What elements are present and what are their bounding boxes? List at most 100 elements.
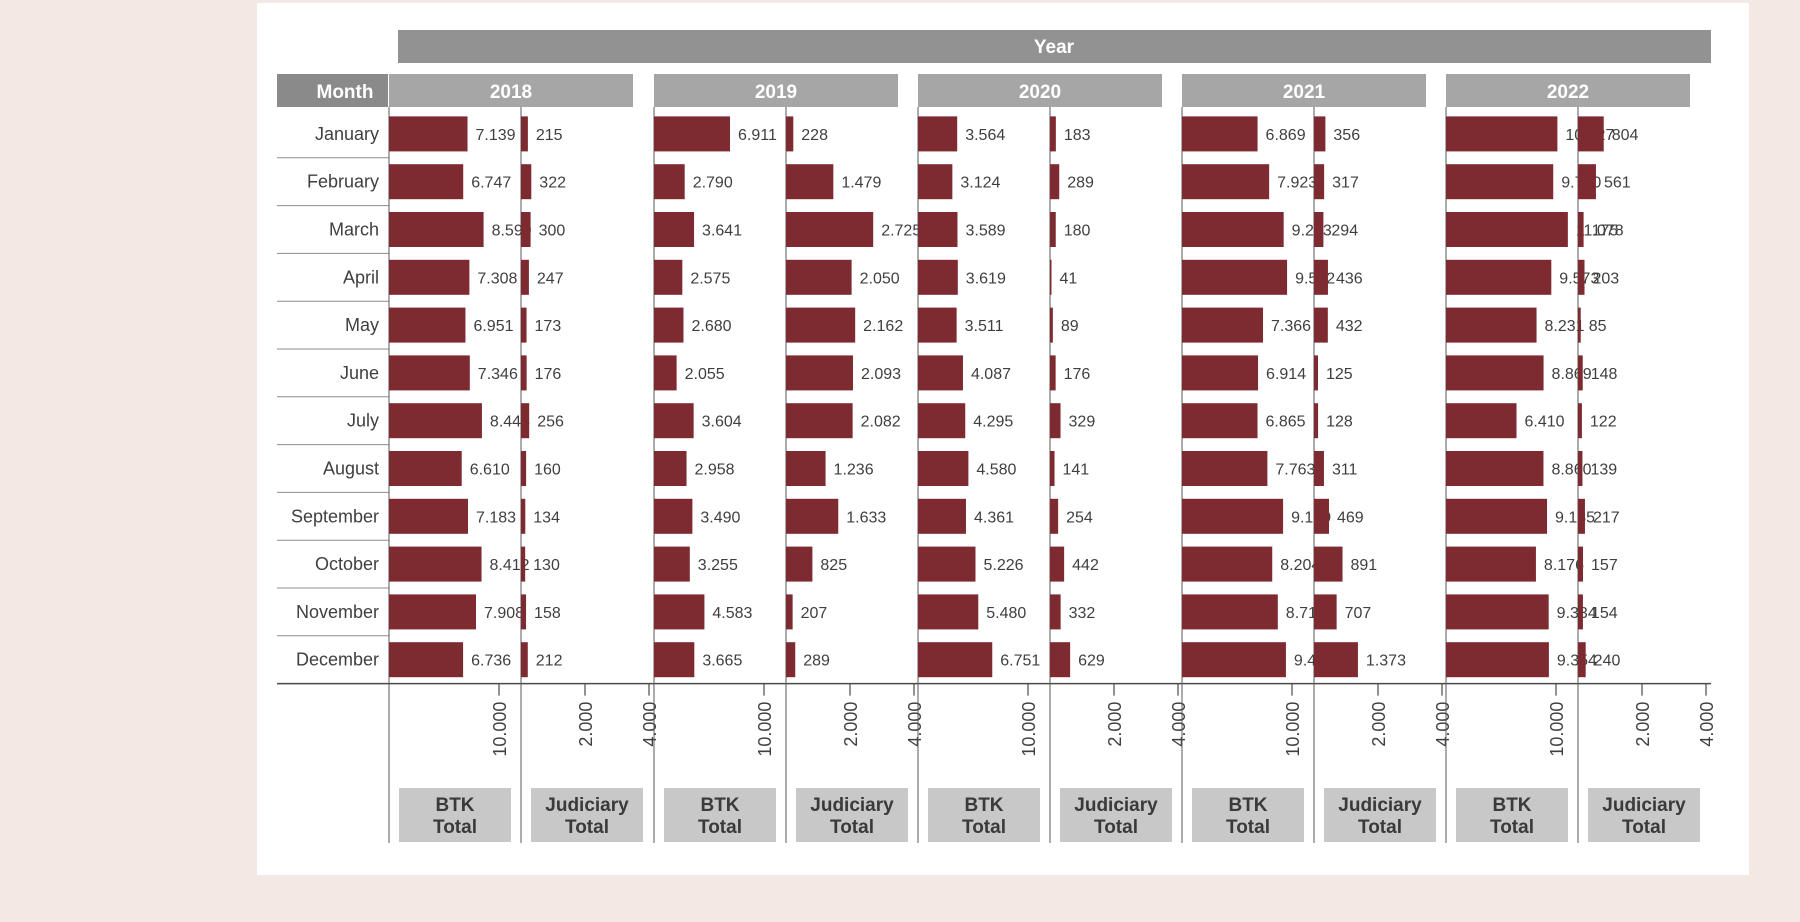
month-label: May bbox=[345, 315, 379, 335]
year-2021-header bbox=[1182, 74, 1426, 107]
judiciary-bar bbox=[1578, 355, 1583, 391]
judiciary-value-label: 442 bbox=[1072, 557, 1099, 574]
btk-measure-label-line2: Total bbox=[1490, 817, 1534, 838]
judiciary-value-label: 41 bbox=[1060, 270, 1078, 287]
judiciary-measure-label-line2: Total bbox=[565, 817, 609, 838]
judiciary-bar bbox=[521, 498, 526, 534]
judiciary-bar bbox=[521, 642, 528, 678]
judiciary-value-label: 2.050 bbox=[860, 270, 900, 287]
judiciary-bar bbox=[1050, 164, 1060, 200]
judiciary-measure-label-line1: Judiciary bbox=[1074, 795, 1158, 816]
btk-bar bbox=[389, 403, 482, 439]
judiciary-tick-label: 2.000 bbox=[576, 702, 596, 747]
judiciary-value-label: 122 bbox=[1590, 414, 1617, 431]
judiciary-bar bbox=[1050, 451, 1055, 486]
judiciary-value-label: 85 bbox=[1589, 318, 1607, 335]
judiciary-value-label: 256 bbox=[537, 414, 564, 431]
judiciary-bar bbox=[1314, 259, 1328, 295]
btk-value-label: 4.361 bbox=[974, 509, 1014, 526]
btk-bar bbox=[1446, 212, 1568, 247]
judiciary-value-label: 203 bbox=[1592, 270, 1619, 287]
btk-bar bbox=[1182, 451, 1268, 486]
btk-bar bbox=[1182, 594, 1278, 630]
judiciary-value-label: 215 bbox=[536, 127, 563, 144]
btk-bar bbox=[918, 642, 993, 678]
month-label: October bbox=[315, 554, 379, 574]
btk-bar bbox=[918, 164, 953, 200]
btk-value-label: 6.751 bbox=[1000, 653, 1040, 670]
btk-value-label: 3.490 bbox=[700, 509, 740, 526]
btk-value-label: 6.951 bbox=[473, 318, 513, 335]
judiciary-value-label: 176 bbox=[535, 366, 562, 383]
btk-measure-label-line2: Total bbox=[433, 817, 477, 838]
btk-value-label: 7.763 bbox=[1275, 462, 1315, 479]
judiciary-value-label: 289 bbox=[1067, 175, 1094, 192]
btk-bar bbox=[918, 546, 976, 582]
month-label: January bbox=[315, 124, 379, 144]
judiciary-bar bbox=[1314, 164, 1325, 200]
judiciary-tick-label: 4.000 bbox=[905, 702, 925, 747]
judiciary-value-label: 825 bbox=[820, 557, 847, 574]
btk-measure-label-line1: BTK bbox=[1228, 795, 1267, 816]
judiciary-measure-label-line2: Total bbox=[1358, 817, 1402, 838]
btk-value-label: 6.869 bbox=[1266, 127, 1306, 144]
btk-bar bbox=[918, 116, 958, 152]
judiciary-value-label: 130 bbox=[533, 557, 560, 574]
btk-bar bbox=[1446, 259, 1552, 295]
btk-value-label: 6.911 bbox=[738, 127, 777, 144]
btk-value-label: 6.747 bbox=[471, 175, 511, 192]
year-header-bar bbox=[398, 30, 1711, 63]
judiciary-tick-label: 4.000 bbox=[1433, 702, 1453, 747]
judiciary-value-label: 1.373 bbox=[1366, 653, 1406, 670]
judiciary-value-label: 228 bbox=[801, 127, 828, 144]
btk-measure-label-line1: BTK bbox=[1492, 795, 1531, 816]
judiciary-bar bbox=[1314, 212, 1324, 247]
judiciary-bar bbox=[1050, 546, 1065, 582]
judiciary-value-label: 128 bbox=[1326, 414, 1353, 431]
judiciary-bar bbox=[786, 451, 826, 486]
year-header-label: Year bbox=[1034, 37, 1075, 58]
judiciary-value-label: 139 bbox=[1590, 462, 1617, 479]
btk-bar bbox=[918, 594, 979, 630]
btk-bar bbox=[1182, 259, 1288, 295]
judiciary-value-label: 289 bbox=[803, 653, 830, 670]
btk-value-label: 3.619 bbox=[966, 270, 1006, 287]
judiciary-bar bbox=[1578, 642, 1586, 678]
month-label: December bbox=[296, 650, 379, 670]
judiciary-measure-label-line2: Total bbox=[830, 817, 874, 838]
btk-value-label: 4.295 bbox=[973, 414, 1013, 431]
judiciary-value-label: 891 bbox=[1351, 557, 1378, 574]
judiciary-bar bbox=[786, 355, 853, 391]
judiciary-value-label: 183 bbox=[1064, 127, 1091, 144]
judiciary-bar bbox=[1578, 307, 1581, 343]
judiciary-value-label: 2.093 bbox=[861, 366, 901, 383]
judiciary-bar bbox=[1314, 594, 1337, 630]
month-header-label: Month bbox=[317, 82, 374, 103]
judiciary-bar bbox=[1314, 498, 1330, 534]
judiciary-bar bbox=[786, 403, 853, 439]
judiciary-value-label: 707 bbox=[1345, 605, 1372, 622]
btk-value-label: 9.185 bbox=[1555, 509, 1595, 526]
judiciary-tick-label: 2.000 bbox=[1369, 702, 1389, 747]
btk-tick-label: 10.000 bbox=[1547, 702, 1567, 757]
btk-value-label: 3.511 bbox=[965, 318, 1004, 335]
btk-bar bbox=[918, 307, 957, 343]
btk-value-label: 2.055 bbox=[685, 366, 725, 383]
btk-bar bbox=[654, 546, 690, 582]
judiciary-value-label: 125 bbox=[1326, 366, 1353, 383]
judiciary-value-label: 180 bbox=[1064, 223, 1091, 240]
btk-bar bbox=[654, 403, 694, 439]
judiciary-bar bbox=[1578, 164, 1596, 200]
btk-bar bbox=[1182, 642, 1286, 678]
judiciary-value-label: 804 bbox=[1612, 127, 1639, 144]
month-label: July bbox=[347, 411, 379, 431]
btk-value-label: 7.346 bbox=[478, 366, 518, 383]
btk-value-label: 9.243 bbox=[1292, 223, 1332, 240]
month-label: April bbox=[343, 267, 379, 287]
judiciary-tick-label: 2.000 bbox=[1633, 702, 1653, 747]
judiciary-value-label: 148 bbox=[1591, 366, 1618, 383]
btk-value-label: 3.124 bbox=[960, 175, 1000, 192]
judiciary-measure-box bbox=[796, 788, 908, 842]
btk-measure-label-line1: BTK bbox=[964, 795, 1003, 816]
btk-bar bbox=[1446, 355, 1544, 391]
